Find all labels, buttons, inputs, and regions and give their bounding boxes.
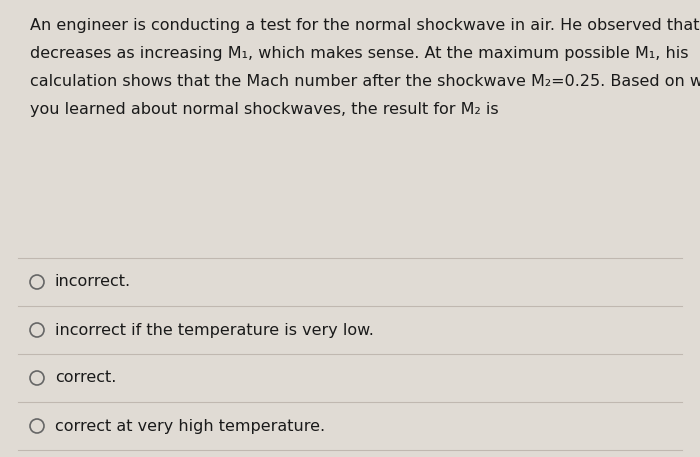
Text: incorrect if the temperature is very low.: incorrect if the temperature is very low… xyxy=(55,323,374,338)
Text: correct at very high temperature.: correct at very high temperature. xyxy=(55,419,325,434)
Text: correct.: correct. xyxy=(55,371,116,386)
Text: decreases as increasing M₁, which makes sense. At the maximum possible M₁, his: decreases as increasing M₁, which makes … xyxy=(30,46,689,61)
Text: incorrect.: incorrect. xyxy=(55,275,131,289)
Text: calculation shows that the Mach number after the shockwave M₂=0.25. Based on wha: calculation shows that the Mach number a… xyxy=(30,74,700,89)
Text: you learned about normal shockwaves, the result for M₂ is: you learned about normal shockwaves, the… xyxy=(30,102,498,117)
Text: An engineer is conducting a test for the normal shockwave in air. He observed th: An engineer is conducting a test for the… xyxy=(30,18,700,33)
